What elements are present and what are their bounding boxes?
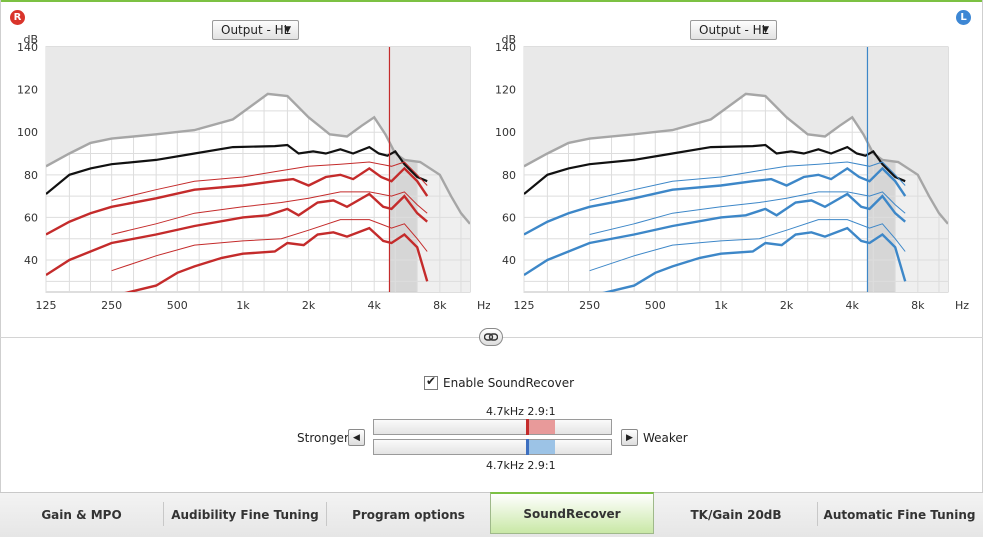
- tab-label: Automatic Fine Tuning: [823, 507, 976, 522]
- left-x-tick-label: 125: [514, 299, 535, 312]
- left-y-tick-label: 60: [502, 211, 516, 224]
- right-view-dropdown-label: Output - HL: [221, 23, 291, 37]
- link-ears-button[interactable]: [479, 328, 503, 346]
- tab-label: TK/Gain 20dB: [690, 507, 782, 522]
- left-x-tick-label: 250: [579, 299, 600, 312]
- left-y-tick-label: 120: [495, 84, 516, 97]
- right-uncomfortable-area: [46, 47, 470, 224]
- fitting-tabs-bar: Gain & MPO Audibility Fine Tuning Progra…: [0, 492, 983, 537]
- right-view-dropdown[interactable]: Output - HL ▼: [212, 20, 299, 40]
- right-slider-thumb[interactable]: [526, 419, 529, 435]
- left-x-unit: Hz: [955, 299, 969, 312]
- right-y-tick-label: 120: [17, 84, 38, 97]
- stronger-label: Stronger: [297, 431, 349, 445]
- right-y-tick-label: 80: [24, 169, 38, 182]
- link-icon: [484, 333, 498, 341]
- left-ear-badge: L: [956, 10, 971, 25]
- right-ear-badge: R: [10, 10, 25, 25]
- left-y-tick-label: 80: [502, 169, 516, 182]
- left-soft-thick-curve: [524, 166, 907, 236]
- right-uncomfortable-level-curve: [46, 92, 470, 225]
- tab-label: Program options: [352, 507, 465, 522]
- right-loud-thick-curve: [124, 226, 429, 292]
- right-soft-thin-curve: [111, 161, 428, 201]
- left-x-tick-label: 2k: [780, 299, 794, 312]
- right-x-tick-label: 250: [101, 299, 122, 312]
- right-y-tick-label: 40: [24, 254, 38, 267]
- left-curves: [524, 92, 948, 292]
- tab-tk-gain-20db[interactable]: TK/Gain 20dB: [655, 493, 817, 536]
- left-avg-thin-curve: [589, 191, 906, 235]
- left-y-unit: dB: [501, 33, 516, 46]
- tab-separator: [163, 502, 164, 526]
- left-y-tick-label: 140: [495, 41, 516, 54]
- right-soundrecover-slider[interactable]: [373, 419, 612, 435]
- left-slider-range: [528, 440, 555, 454]
- right-x-tick-label: 500: [167, 299, 188, 312]
- left-slider-thumb[interactable]: [526, 439, 529, 455]
- enable-soundrecover-label: Enable SoundRecover: [443, 376, 575, 390]
- right-setting-label: 4.7kHz 2.9:1: [486, 405, 556, 418]
- right-y-tick-label: 60: [24, 211, 38, 224]
- left-x-tick-label: 500: [645, 299, 666, 312]
- tab-label: SoundRecover: [523, 506, 621, 521]
- tab-label: Audibility Fine Tuning: [171, 507, 319, 522]
- left-y-tick-label: 100: [495, 126, 516, 139]
- left-soundrecover-slider[interactable]: [373, 439, 612, 455]
- right-x-tick-label: 1k: [236, 299, 250, 312]
- tab-program-options[interactable]: Program options: [327, 493, 490, 536]
- right-loud-thin-curve: [111, 219, 428, 272]
- right-avg-thin-curve: [111, 191, 428, 235]
- stronger-button[interactable]: ◀: [348, 429, 365, 446]
- right-x-tick-label: 2k: [302, 299, 316, 312]
- right-x-tick-label: 8k: [433, 299, 447, 312]
- left-x-tick-label: 1k: [714, 299, 728, 312]
- left-view-dropdown-label: Output - HL: [699, 23, 769, 37]
- right-x-tick-label: 125: [36, 299, 57, 312]
- weaker-label: Weaker: [643, 431, 688, 445]
- left-x-tick-label: 4k: [846, 299, 860, 312]
- right-curves: [46, 92, 470, 292]
- tab-soundrecover[interactable]: SoundRecover: [490, 492, 654, 534]
- right-slider-range: [528, 420, 555, 434]
- left-setting-label: 4.7kHz 2.9:1: [486, 459, 556, 472]
- left-uncomfortable-level-curve: [524, 92, 948, 225]
- left-soft-thin-curve: [589, 161, 906, 201]
- right-y-tick-label: 140: [17, 41, 38, 54]
- right-mpo-curve: [46, 143, 428, 195]
- tab-audibility-fine-tuning[interactable]: Audibility Fine Tuning: [164, 493, 326, 536]
- chevron-down-icon: ▼: [762, 25, 769, 35]
- tab-separator: [326, 502, 327, 526]
- left-x-tick-label: 8k: [911, 299, 925, 312]
- arrow-right-icon: ▶: [626, 432, 633, 442]
- left-uncomfortable-area: [524, 47, 948, 224]
- tab-separator: [817, 502, 818, 526]
- right-y-tick-label: 100: [17, 126, 38, 139]
- tab-gain-mpo[interactable]: Gain & MPO: [0, 493, 163, 536]
- chevron-down-icon: ▼: [284, 25, 291, 35]
- left-mpo-curve: [524, 143, 906, 195]
- right-x-tick-label: 4k: [368, 299, 382, 312]
- right-avg-thick-curve: [46, 192, 428, 277]
- top-accent-line: [0, 0, 983, 2]
- left-y-tick-label: 40: [502, 254, 516, 267]
- left-loud-thick-curve: [602, 226, 907, 292]
- checkmark-icon: ✔: [426, 374, 437, 388]
- right-y-unit: dB: [23, 33, 38, 46]
- right-soft-thick-curve: [46, 166, 429, 236]
- left-view-dropdown[interactable]: Output - HL ▼: [690, 20, 777, 40]
- tab-label: Gain & MPO: [41, 507, 122, 522]
- arrow-left-icon: ◀: [353, 432, 360, 442]
- left-avg-thick-curve: [524, 192, 906, 277]
- right-x-unit: Hz: [477, 299, 490, 312]
- weaker-button[interactable]: ▶: [621, 429, 638, 446]
- enable-soundrecover-checkbox[interactable]: ✔: [424, 374, 438, 390]
- left-loud-thin-curve: [589, 219, 906, 272]
- tab-automatic-fine-tuning[interactable]: Automatic Fine Tuning: [818, 493, 981, 536]
